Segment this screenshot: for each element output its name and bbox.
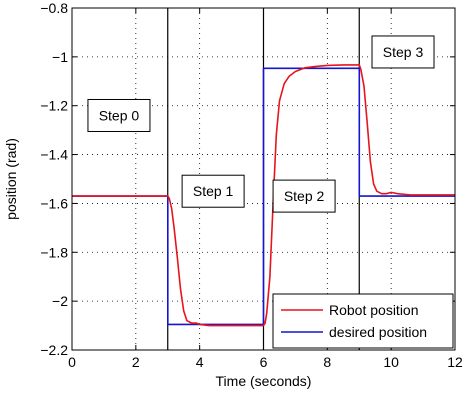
step-annotations: Step 0 Step 1 Step 2 Step 3: [87, 35, 435, 213]
x-axis-label: Time (seconds): [216, 373, 312, 389]
annotation-box: [87, 98, 151, 132]
y-tick-label: −1.6: [40, 195, 68, 211]
y-tick-label: −1.8: [40, 244, 68, 260]
x-tick-label: 4: [196, 354, 204, 370]
x-tick-label: 0: [68, 354, 76, 370]
annotation-text: Step 3: [383, 44, 424, 60]
x-tick-label: 2: [132, 354, 140, 370]
x-tick-label: 6: [260, 354, 268, 370]
y-tick-label: −2: [52, 293, 68, 309]
y-tick-label: −1.2: [40, 98, 68, 114]
robot-position-line: [72, 64, 455, 327]
desired-position-line: [72, 67, 455, 326]
annotation-box: [272, 179, 336, 213]
y-tick-label: −2.2: [40, 342, 68, 358]
y-tick-label: −0.8: [40, 0, 68, 16]
annotation-text: Step 2: [284, 188, 325, 204]
y-tick-label: −1: [52, 49, 68, 65]
annotation-box: [371, 35, 435, 69]
step-annotation: Step 2: [272, 179, 336, 213]
annotation-box: [181, 174, 245, 208]
step-annotation: Step 1: [181, 174, 245, 208]
annotation-text: Step 0: [99, 107, 140, 123]
y-tick-label: −1.4: [40, 147, 68, 163]
x-tick-label: 8: [323, 354, 331, 370]
x-tick-label: 12: [447, 354, 463, 370]
annotation-text: Step 1: [193, 183, 234, 199]
x-tick-label: 10: [383, 354, 399, 370]
step-annotation: Step 0: [87, 98, 151, 132]
y-tick-labels: −0.8 −1 −1.2 −1.4 −1.6 −1.8 −2 −2.2: [40, 0, 68, 358]
series-lines: [72, 64, 455, 327]
step-annotation: Step 3: [371, 35, 435, 69]
legend: Robot position desired position: [272, 293, 454, 349]
x-tick-labels: 0 2 4 6 8 10 12: [68, 354, 463, 370]
legend-box: [272, 293, 454, 349]
legend-entry: Robot position: [329, 302, 419, 318]
y-axis-label: position (rad): [3, 138, 19, 220]
legend-entry: desired position: [329, 324, 427, 340]
tick-marks: [71, 7, 456, 351]
